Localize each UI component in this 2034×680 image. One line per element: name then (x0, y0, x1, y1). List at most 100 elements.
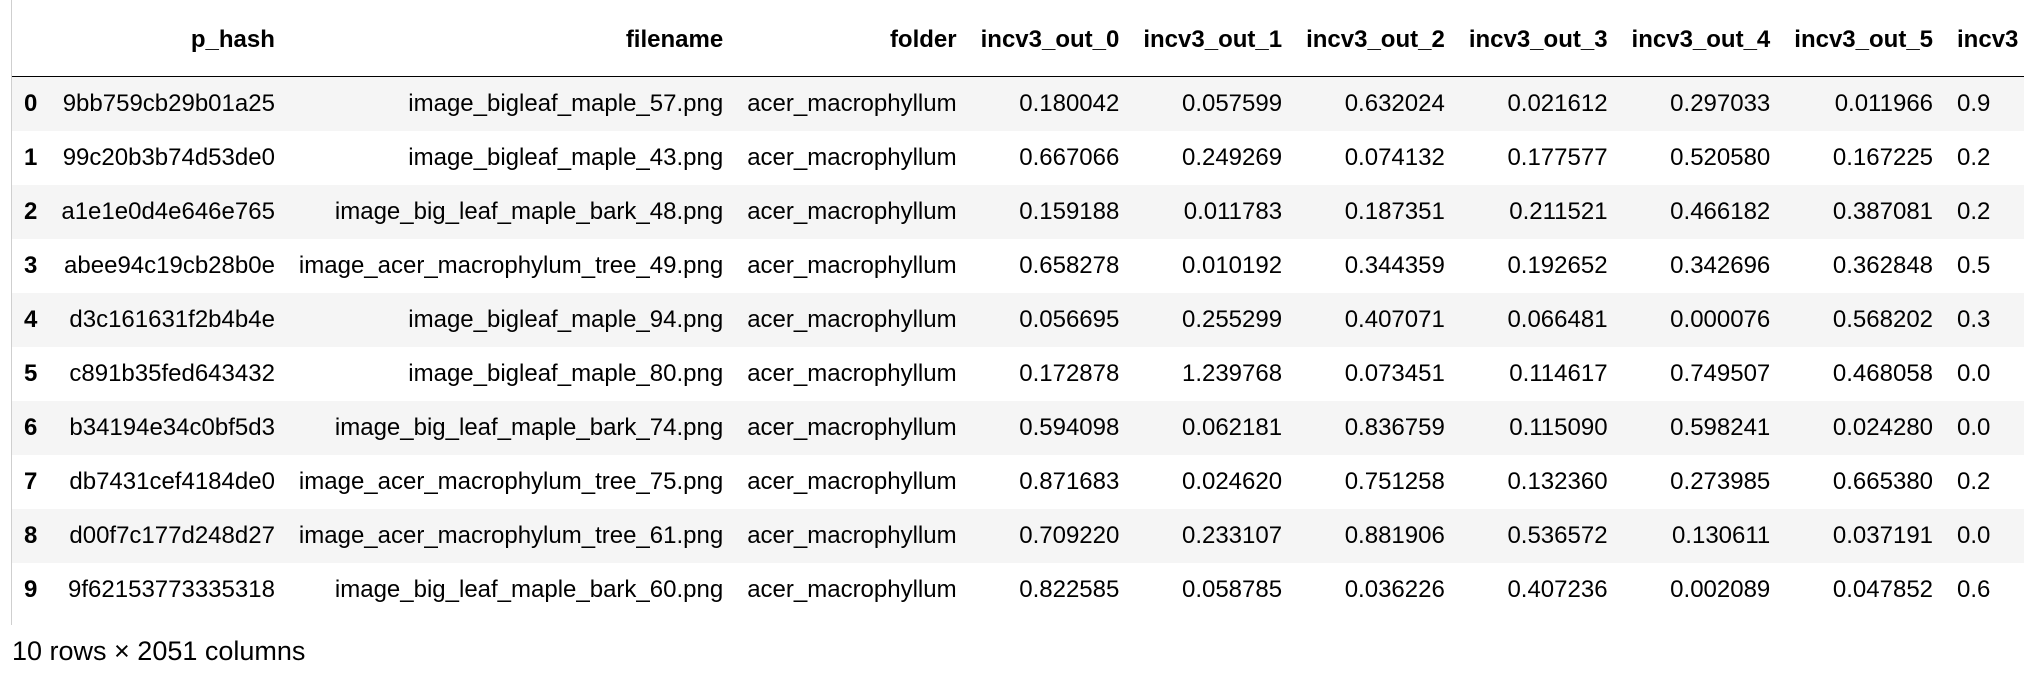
table-cell: 0.387081 (1832, 197, 1934, 225)
table-cell: image_acer_macrophylum_tree_49.png (298, 251, 724, 279)
table-cell: 0.000076 (1670, 305, 1771, 333)
row-index: 9 (24, 575, 38, 603)
table-cell: 0.0 (1957, 521, 1991, 549)
table-cell: 0.871683 (1019, 467, 1120, 495)
table-cell: 0.344359 (1344, 251, 1445, 279)
table-cell: 0.058785 (1181, 575, 1283, 603)
table-cell: 0.002089 (1670, 575, 1771, 603)
table-cell: 0.037191 (1832, 521, 1934, 549)
table-cell: 0.167225 (1832, 143, 1934, 171)
column-header: p_hash (51, 0, 289, 77)
table-cell: 0.594098 (1019, 413, 1120, 441)
dataframe-scroll-area[interactable]: p_hash filename folder incv3_out_0 incv3… (12, 0, 2024, 625)
table-cell: db7431cef4184de0 (69, 467, 275, 495)
table-cell: 0.362848 (1832, 251, 1934, 279)
row-index: 5 (24, 359, 38, 387)
table-cell: 0.233107 (1181, 521, 1283, 549)
table-cell: 0.468058 (1832, 359, 1934, 387)
column-header: incv3_out_4 (1621, 0, 1785, 77)
table-cell: 0.187351 (1344, 197, 1445, 225)
table-cell: 0.407236 (1507, 575, 1608, 603)
column-header: incv3 (1947, 0, 2024, 77)
row-index: 8 (24, 521, 38, 549)
table-cell: 0.665380 (1832, 467, 1934, 495)
header-row: p_hash filename folder incv3_out_0 incv3… (12, 0, 2024, 77)
table-cell: image_acer_macrophylum_tree_75.png (298, 467, 724, 495)
table-cell: b34194e34c0bf5d3 (69, 413, 275, 441)
table-cell: acer_macrophyllum (747, 143, 957, 171)
table-cell: 0.297033 (1670, 89, 1771, 117)
table-cell: 0.632024 (1344, 89, 1445, 117)
table-cell: 0.132360 (1507, 467, 1608, 495)
table-cell: 0.074132 (1344, 143, 1445, 171)
table-cell: 0.836759 (1344, 413, 1445, 441)
table-row: 2 a1e1e0d4e646e765 image_big_leaf_maple_ba… (12, 184, 2024, 239)
table-cell: image_bigleaf_maple_43.png (408, 143, 724, 171)
table-cell: 0.192652 (1507, 251, 1608, 279)
table-body: 0 9bb759cb29b01a25 image_bigleaf_maple_57.… (12, 76, 2024, 617)
table-cell: 0.536572 (1507, 521, 1608, 549)
table-row: 8 d00f7c177d248d27 image_acer_macrophylum_… (12, 508, 2024, 563)
table-cell: 0.172878 (1019, 359, 1120, 387)
table-cell: image_big_leaf_maple_bark_48.png (334, 197, 724, 225)
row-index: 3 (24, 251, 38, 279)
table-cell: 0.881906 (1344, 521, 1445, 549)
table-cell: d00f7c177d248d27 (69, 521, 275, 549)
table-cell: 0.667066 (1019, 143, 1120, 171)
table-cell: 0.407071 (1344, 305, 1445, 333)
table-cell: 0.177577 (1507, 143, 1608, 171)
column-header: incv3_out_5 (1784, 0, 1948, 77)
row-index: 4 (24, 305, 38, 333)
row-index: 7 (24, 467, 38, 495)
table-cell: 0.342696 (1670, 251, 1771, 279)
table-cell: 0.024280 (1832, 413, 1934, 441)
table-cell: 0.180042 (1019, 89, 1120, 117)
table-cell: 0.011966 (1834, 89, 1934, 117)
table-summary: 10 rows × 2051 columns (12, 636, 306, 666)
table-cell: 0.159188 (1019, 197, 1120, 225)
dataframe-table: p_hash filename folder incv3_out_0 incv3… (12, 0, 2024, 617)
table-cell: 0.057599 (1181, 89, 1283, 117)
column-header: folder (737, 0, 971, 77)
table-cell: acer_macrophyllum (747, 89, 957, 117)
table-row: 7 db7431cef4184de0 image_acer_macrophylum_… (12, 454, 2024, 509)
table-cell: 0.709220 (1019, 521, 1120, 549)
table-cell: 0.047852 (1832, 575, 1934, 603)
table-cell: 0.249269 (1181, 143, 1283, 171)
table-cell: abee94c19cb28b0e (64, 251, 275, 279)
table-cell: image_bigleaf_maple_94.png (408, 305, 724, 333)
column-header: incv3_out_3 (1458, 0, 1622, 77)
table-cell: 0.6 (1957, 575, 1991, 603)
table-cell: 0.062181 (1181, 413, 1283, 441)
table-cell: 0.5 (1957, 251, 1991, 279)
row-index: 2 (24, 197, 38, 225)
table-cell: 1.239768 (1181, 359, 1283, 387)
table-row: 5 c891b35fed643432 image_bigleaf_maple_80.… (12, 346, 2024, 401)
row-index: 1 (24, 143, 38, 171)
table-row: 4 d3c161631f2b4b4e image_bigleaf_maple_94.… (12, 292, 2024, 347)
table-cell: 0.822585 (1019, 575, 1120, 603)
column-header: incv3_out_0 (970, 0, 1134, 77)
table-cell: 0.036226 (1344, 575, 1445, 603)
table-cell: 0.211521 (1509, 197, 1608, 225)
table-cell: 0.011783 (1183, 197, 1283, 225)
column-header: incv3_out_1 (1133, 0, 1297, 77)
table-cell: 0.2 (1957, 197, 1991, 225)
table-cell: 99c20b3b74d53de0 (62, 143, 275, 171)
table-cell: 9bb759cb29b01a25 (62, 89, 275, 117)
table-cell: 0.115090 (1509, 413, 1608, 441)
table-row: 0 9bb759cb29b01a25 image_bigleaf_maple_57.… (12, 76, 2024, 131)
table-cell: 0.0 (1957, 413, 1991, 441)
table-cell: image_big_leaf_maple_bark_60.png (334, 575, 724, 603)
table-cell: 0.2 (1957, 467, 1991, 495)
table-cell: acer_macrophyllum (747, 251, 957, 279)
table-cell: 9f62153773335318 (68, 575, 275, 603)
table-cell: acer_macrophyllum (747, 521, 957, 549)
table-row: 1 99c20b3b74d53de0 image_bigleaf_maple_43.… (12, 130, 2024, 185)
table-cell: 0.3 (1957, 305, 1991, 333)
table-cell: 0.598241 (1670, 413, 1771, 441)
table-cell: acer_macrophyllum (747, 575, 957, 603)
table-cell: 0.073451 (1344, 359, 1445, 387)
column-header: incv3_out_2 (1296, 0, 1459, 77)
